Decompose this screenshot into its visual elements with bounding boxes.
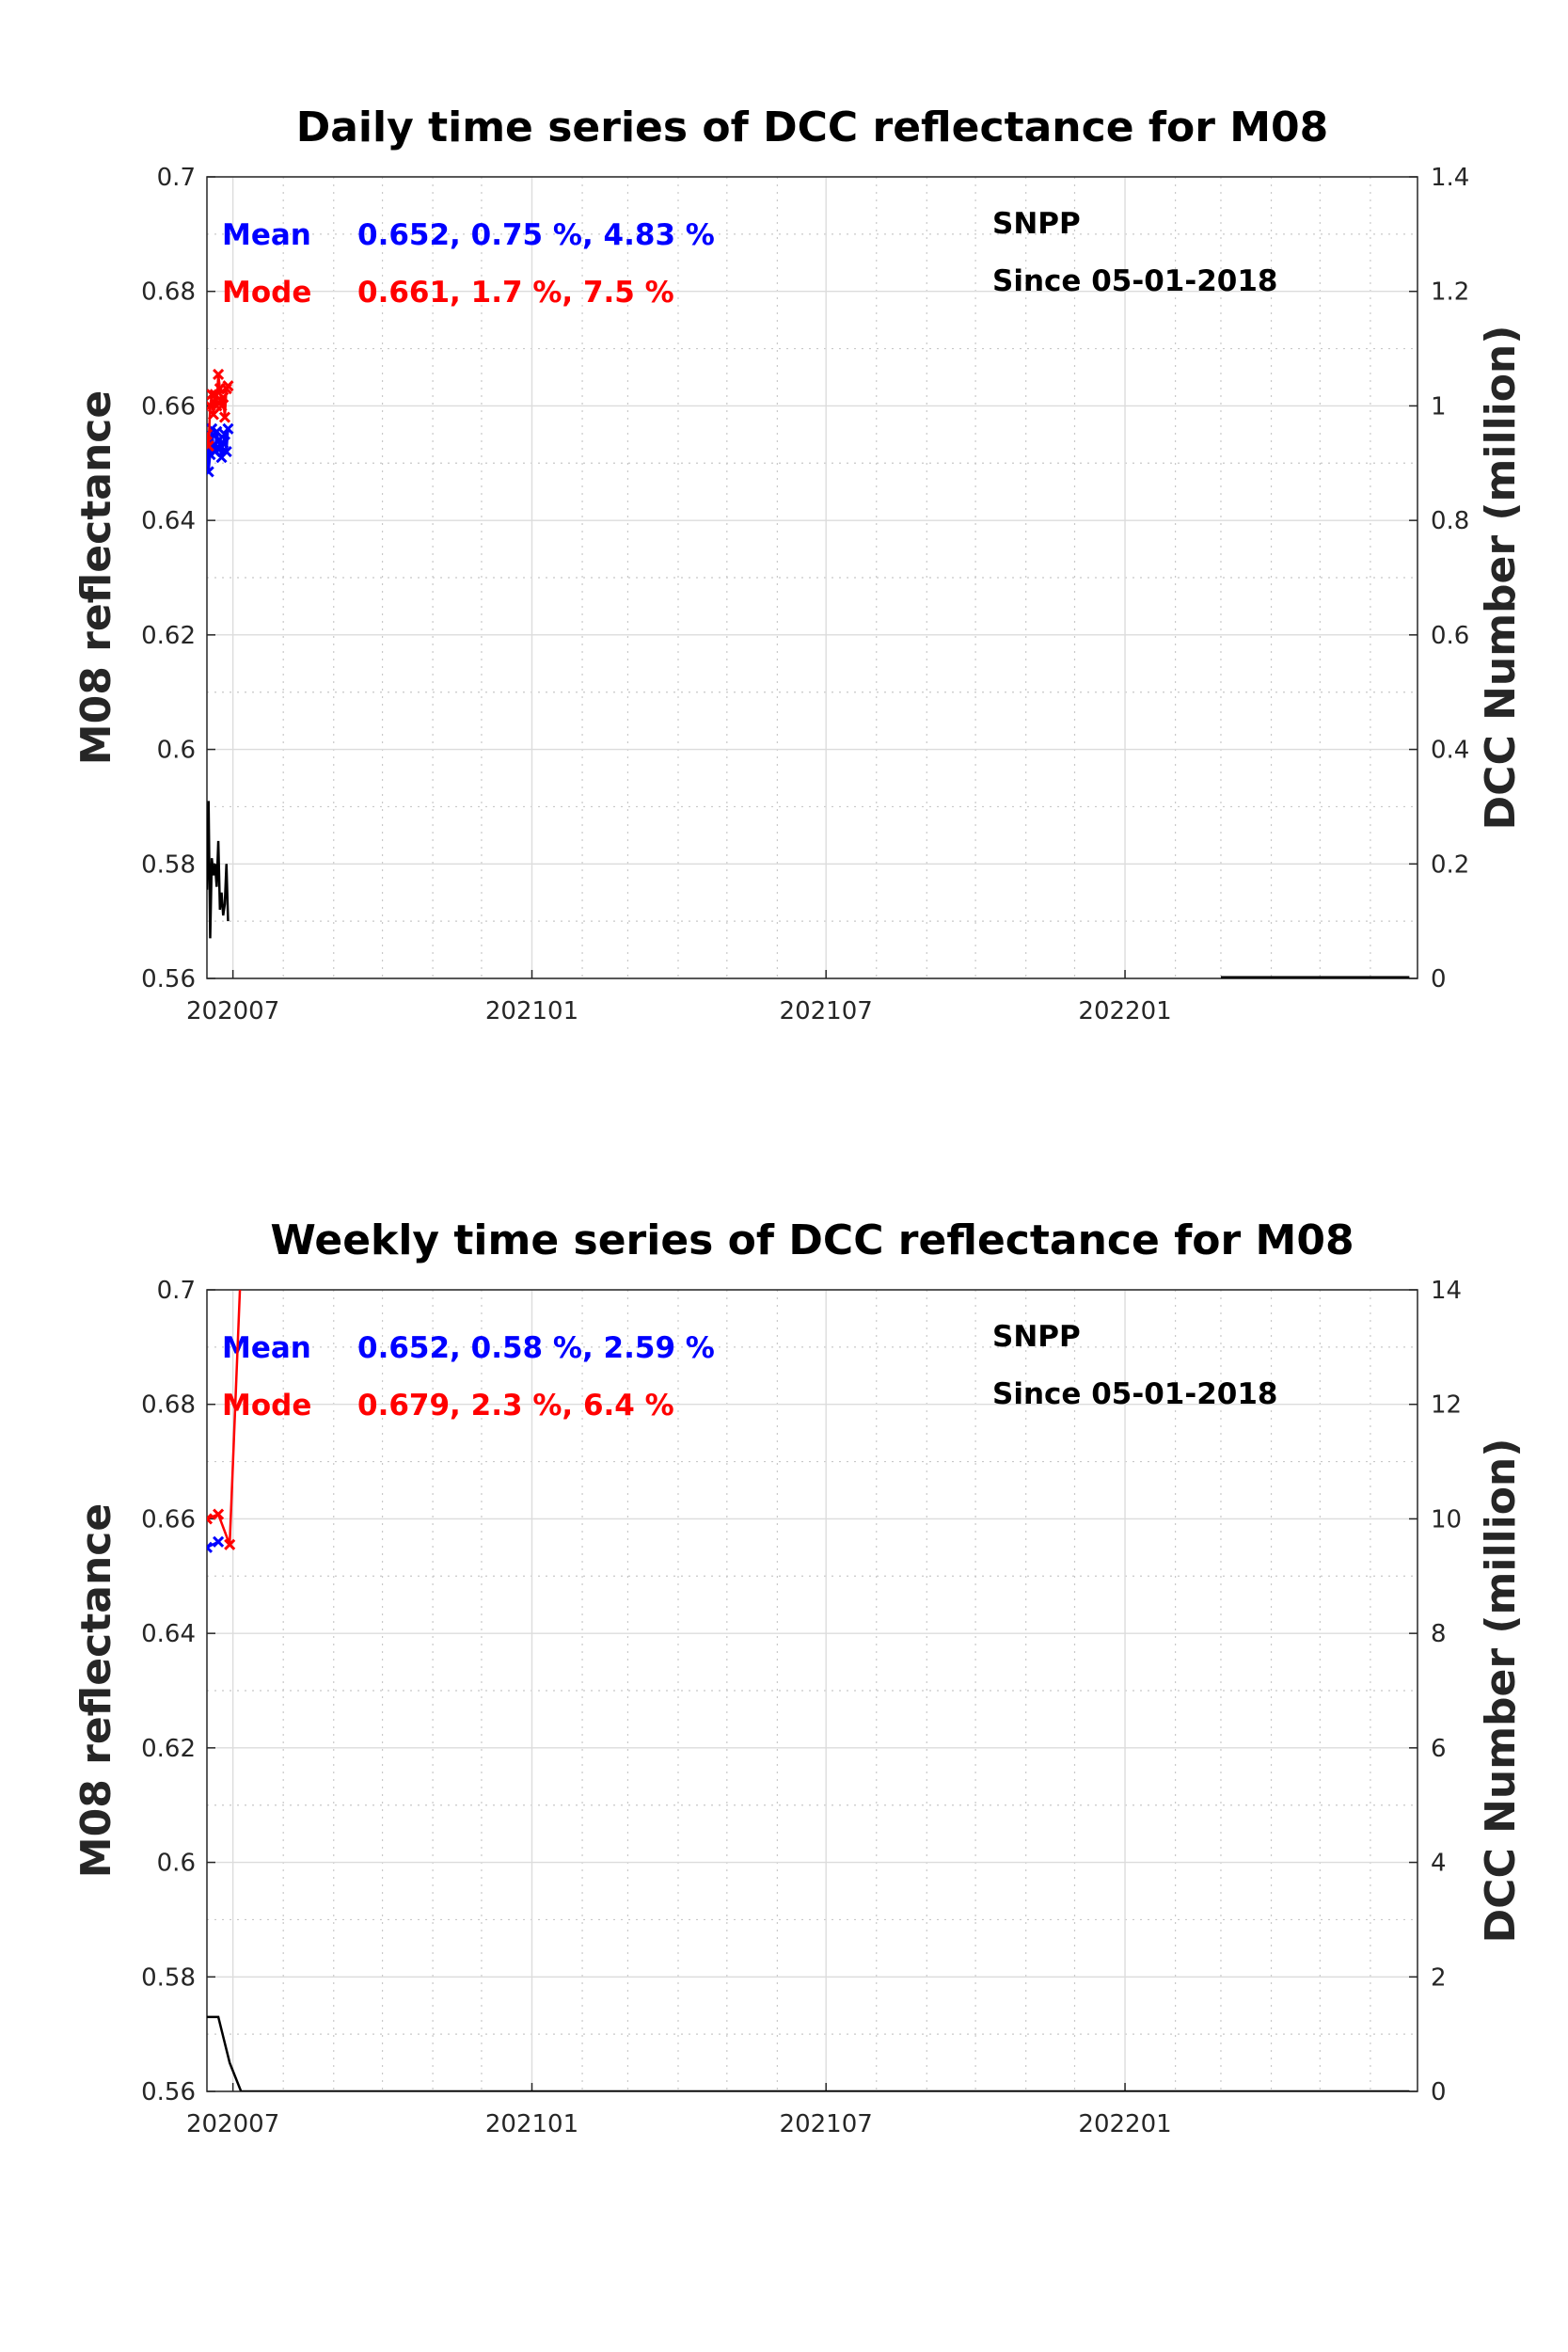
y-tick-label: 0.68 [141, 1391, 196, 1420]
series-mean-point [218, 428, 231, 440]
series-mode-point [207, 439, 214, 453]
y-axis-label: M08 reflectance [72, 1503, 120, 1878]
chart-weekly: 0.56 0.58 0.6 0.62 0.64 0.66 0.68 0.7 0 2 4 6 8 10 12 1… [72, 1216, 1525, 2138]
since-label: Since 05-01-2018 [992, 264, 1278, 298]
mean-stats: 0.652, 0.75 %, 4.83 % [357, 218, 715, 252]
mean-label: Mean [222, 1331, 311, 1365]
chart-daily: 0.56 0.58 0.6 0.62 0.64 0.66 0.68 0.7 0 0.2 0.4 0.6… [72, 103, 1525, 1025]
y2-tick-label: 1.2 [1431, 278, 1469, 307]
y2-axis-label: DCC Number (million) [1477, 1438, 1525, 1944]
y2-tick-label: 0.8 [1431, 507, 1469, 535]
y2-tick-label: 0.4 [1431, 737, 1469, 765]
y2-tick-label: 14 [1431, 1277, 1462, 1305]
series-dcc-number-line [207, 801, 230, 939]
series-mode-point [207, 1513, 214, 1525]
x-tick-label: 202201 [1078, 997, 1171, 1025]
since-label: Since 05-01-2018 [992, 1377, 1278, 1411]
satellite-label: SNPP [992, 1320, 1081, 1354]
series-mode-point [222, 380, 234, 392]
y-tick-label: 0.58 [141, 850, 196, 879]
y2-axis-label: DCC Number (million) [1477, 326, 1525, 831]
satellite-label: SNPP [992, 207, 1081, 241]
y-tick-label: 0.58 [141, 1963, 196, 1992]
series-mode-point [213, 1508, 225, 1520]
x-tick-label: 202101 [485, 2110, 578, 2138]
series-mode-point [218, 411, 231, 423]
y2-tick-label: 0 [1431, 2078, 1447, 2106]
x-tick-label: 202107 [780, 997, 873, 1025]
series-dcc-number-line [207, 2015, 1410, 2091]
y2-tick-label: 2 [1431, 1963, 1447, 1992]
y2-tick-label: 12 [1431, 1391, 1462, 1420]
x-tick-label: 202007 [186, 997, 279, 1025]
x-tick-label: 202201 [1078, 2110, 1171, 2138]
y-tick-label: 0.66 [141, 1505, 196, 1534]
series-layer [207, 1290, 1410, 2091]
y2-tick-label: 6 [1431, 1735, 1447, 1763]
plot-frame [206, 176, 1418, 979]
series-mode-point [207, 408, 219, 421]
y2-tick-label: 0.2 [1431, 850, 1469, 879]
series-mean-point [217, 437, 230, 450]
series-mean-point [207, 1541, 214, 1553]
series-mode-point [207, 389, 218, 401]
mode-label: Mode [222, 1389, 311, 1422]
mode-stats: 0.679, 2.3 %, 6.4 % [357, 1389, 674, 1422]
chart-title: Daily time series of DCC reflectance for… [296, 103, 1329, 151]
y2-tick-label: 0.6 [1431, 622, 1469, 650]
series-mode-point [224, 1538, 236, 1550]
y-tick-label: 0.66 [141, 392, 196, 421]
y-tick-label: 0.64 [141, 1620, 196, 1648]
y2-tick-label: 1.4 [1431, 164, 1469, 192]
y-tick-label: 0.56 [141, 2078, 196, 2106]
y-tick-label: 0.68 [141, 278, 196, 307]
y-tick-label: 0.62 [141, 1735, 196, 1763]
x-tick-label: 202007 [186, 2110, 279, 2138]
y2-tick-label: 8 [1431, 1620, 1447, 1648]
series-mean-point [214, 443, 226, 455]
series-mean-point [222, 422, 234, 435]
y-tick-label: 0.6 [157, 1850, 196, 1878]
y2-tick-label: 0 [1431, 965, 1447, 993]
x-tick-label: 202101 [485, 997, 578, 1025]
mode-stats: 0.661, 1.7 %, 7.5 % [357, 276, 674, 310]
y2-tick-label: 1 [1431, 392, 1447, 421]
series-mode-point [215, 400, 228, 412]
series-layer [207, 368, 1410, 978]
y-tick-label: 0.7 [157, 164, 196, 192]
series-mode-point [213, 368, 225, 381]
mean-label: Mean [222, 218, 311, 252]
series-mode-point [217, 391, 230, 404]
series-mean-point [213, 1535, 225, 1548]
y-tick-label: 0.56 [141, 965, 196, 993]
series-mean-point [220, 446, 232, 458]
y-axis-label: M08 reflectance [72, 390, 120, 765]
y-tick-label: 0.64 [141, 507, 196, 535]
mode-label: Mode [222, 276, 311, 310]
series-mean-point [207, 466, 214, 478]
y-tick-label: 0.7 [157, 1277, 196, 1305]
series-mean-point [211, 425, 223, 437]
series-mode-point [207, 428, 214, 440]
mean-stats: 0.652, 0.58 %, 2.59 % [357, 1331, 715, 1365]
chart-title: Weekly time series of DCC reflectance fo… [270, 1216, 1354, 1264]
y2-tick-label: 10 [1431, 1505, 1462, 1534]
y-tick-label: 0.62 [141, 622, 196, 650]
series-mode-line [207, 1290, 242, 1546]
x-tick-label: 202107 [780, 2110, 873, 2138]
y-tick-label: 0.6 [157, 737, 196, 765]
y2-tick-label: 4 [1431, 1850, 1447, 1878]
